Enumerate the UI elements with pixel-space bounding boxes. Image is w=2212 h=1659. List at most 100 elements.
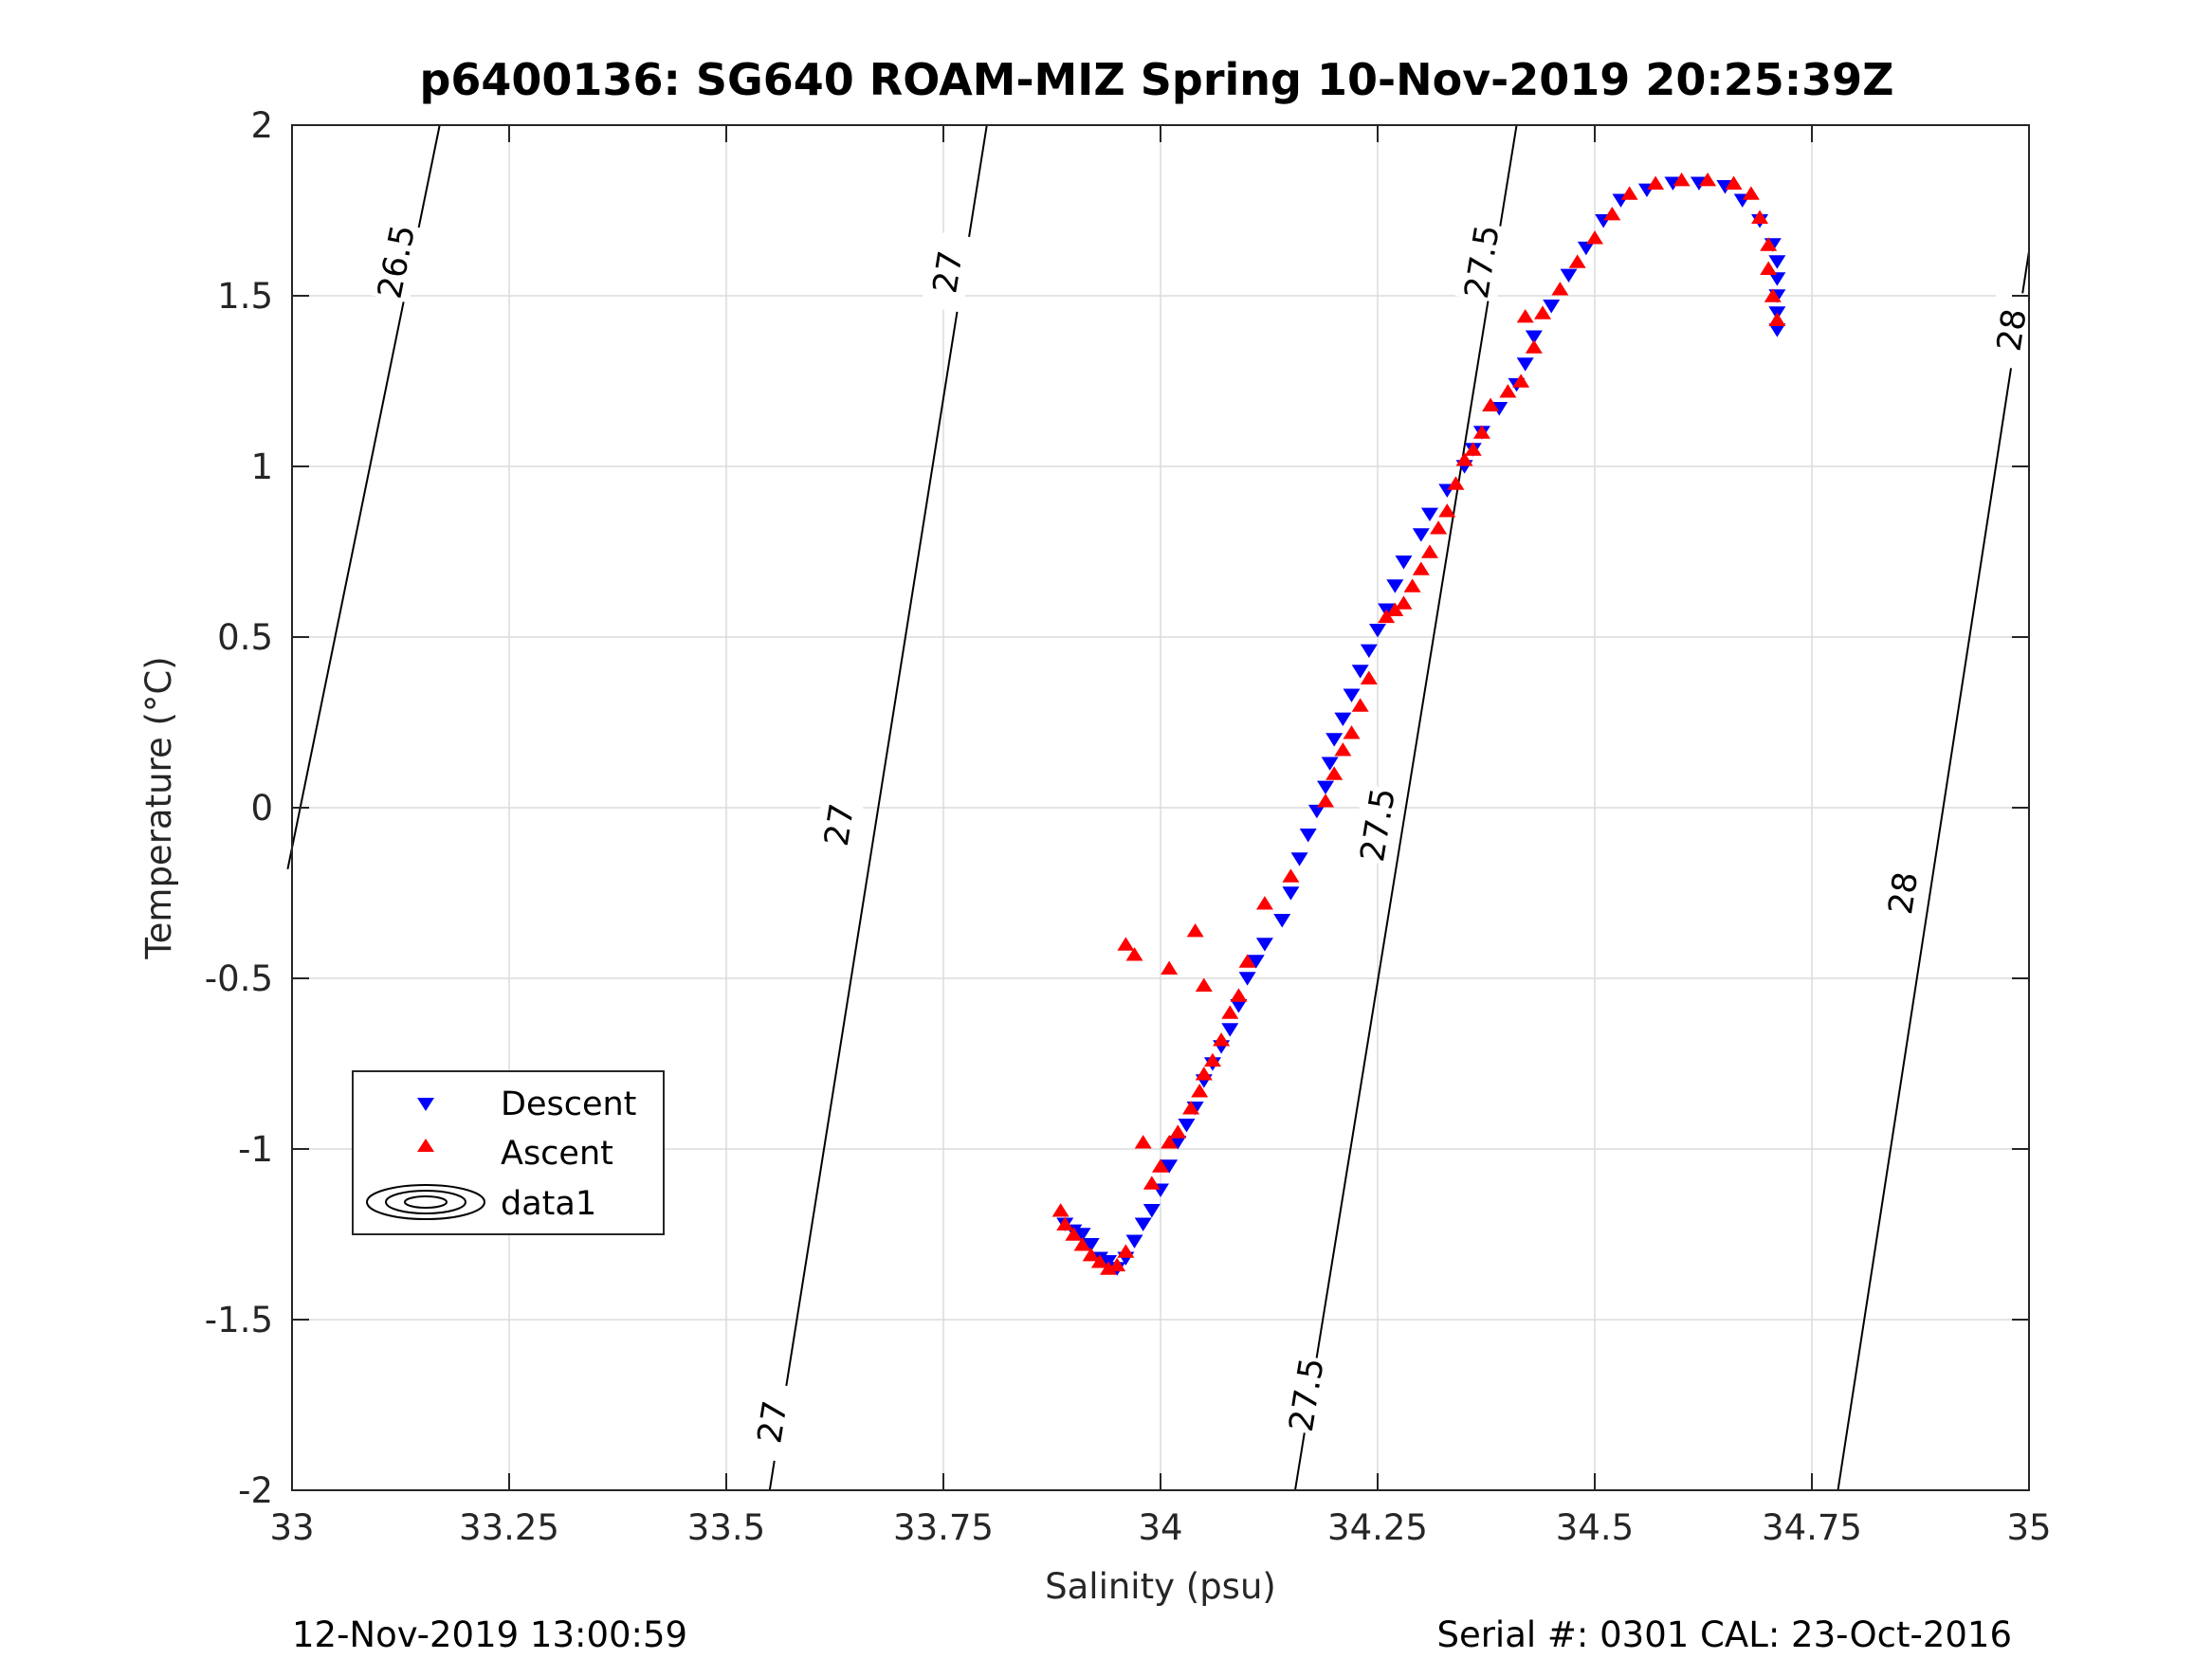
ascent-point (1195, 977, 1213, 992)
descent-point (1369, 624, 1386, 638)
descent-point (1560, 268, 1578, 283)
ascent-point (1673, 172, 1691, 187)
ascent-point (1255, 896, 1273, 910)
ascent-point (1516, 308, 1534, 323)
descent-point (1525, 330, 1543, 344)
legend: Descent Ascent data1 (352, 1070, 665, 1235)
ascent-point (1108, 1257, 1126, 1272)
descent-point (1247, 955, 1265, 969)
ascent-point (1403, 578, 1421, 592)
ascent-point (1090, 1254, 1108, 1268)
ascent-point (1760, 237, 1778, 251)
y-tick-label: -0.5 (205, 958, 273, 999)
chart-title: p6400136: SG640 ROAM-MIZ Spring 10-Nov-2… (419, 54, 1893, 105)
x-tick-label: 34.5 (1556, 1507, 1634, 1548)
descent-point (1543, 300, 1561, 314)
descent-point (1255, 938, 1273, 952)
ascent-point (1182, 1101, 1200, 1115)
ascent-point (1343, 725, 1361, 739)
x-tick-label: 33.75 (893, 1507, 994, 1548)
contour-label: 27 (818, 801, 862, 848)
ascent-point (1191, 1084, 1209, 1098)
contour-label-gap (745, 1381, 799, 1463)
descent-point (1343, 688, 1361, 702)
descent-point (1768, 323, 1786, 337)
y-tick-label: 1 (250, 447, 273, 487)
y-tick-label: 0.5 (217, 617, 273, 658)
ascent-series (1051, 172, 1786, 1275)
descent-point (1299, 829, 1317, 843)
ascent-point (1100, 1261, 1118, 1275)
descent-point (1161, 1159, 1179, 1174)
contour-label: 28 (1991, 306, 2035, 354)
ascent-point (1378, 609, 1396, 624)
x-tick-label: 33 (269, 1507, 314, 1548)
descent-point (1321, 757, 1339, 771)
descent-point (1334, 712, 1352, 727)
ascent-point (1525, 339, 1543, 354)
x-tick-label: 35 (2006, 1507, 2051, 1548)
ascent-point (1125, 947, 1143, 961)
descent-point (1282, 886, 1300, 901)
descent-point (1307, 804, 1325, 819)
ascent-point (1221, 1005, 1239, 1019)
descent-point (1073, 1228, 1091, 1242)
descent-point (1143, 1204, 1161, 1218)
legend-ascent-marker (417, 1139, 434, 1152)
ascent-point (1512, 374, 1530, 388)
grid (291, 124, 2030, 1491)
ascent-point (1143, 1176, 1161, 1190)
ascent-point (1430, 520, 1448, 535)
ascent-point (1386, 602, 1404, 616)
y-tick-label: -2 (238, 1470, 273, 1511)
ascent-point (1751, 210, 1769, 224)
ascent-point (1482, 397, 1500, 411)
legend-ascent-label: Ascent (501, 1135, 613, 1173)
descent-point (1230, 999, 1248, 1013)
y-tick-label: 2 (250, 105, 273, 146)
ascent-point (1603, 206, 1621, 221)
ascent-point (1412, 561, 1430, 575)
descent-point (1178, 1119, 1196, 1133)
x-tick-label: 34.25 (1327, 1507, 1428, 1548)
descent-point (1768, 255, 1786, 269)
descent-point (1360, 644, 1378, 659)
x-tick-label: 34.75 (1762, 1507, 1862, 1548)
ascent-point (1195, 1066, 1213, 1081)
ascent-point (1395, 595, 1413, 610)
contour-label-gap (921, 230, 975, 313)
legend-contour-icon (366, 1184, 485, 1220)
contour-label-gap (1984, 289, 2038, 371)
ascent-point (1203, 1052, 1221, 1067)
ascent-point (1117, 1244, 1135, 1258)
x-tick-label: 33.5 (687, 1507, 765, 1548)
descent-point (1351, 665, 1369, 679)
x-tick-label: 33.25 (459, 1507, 559, 1548)
ascent-point (1568, 254, 1586, 268)
ascent-point (1699, 172, 1717, 187)
legend-data1-label: data1 (501, 1185, 596, 1223)
y-tick-label: -1.5 (205, 1300, 273, 1340)
ascent-point (1186, 922, 1204, 938)
ascent-point (1051, 1203, 1069, 1217)
ascent-point (1161, 960, 1179, 975)
ascent-point (1117, 937, 1135, 951)
ascent-point (1230, 988, 1248, 1002)
ascent-point (1282, 868, 1300, 883)
x-tick-label: 34 (1138, 1507, 1182, 1548)
descent-point (1125, 1234, 1143, 1249)
ascent-point (1447, 476, 1465, 490)
descent-point (1420, 507, 1438, 522)
ascent-point (1169, 1124, 1187, 1139)
contour-line (1293, 124, 1518, 1491)
footer-timestamp: 12-Nov-2019 13:00:59 (292, 1614, 687, 1655)
contour-label-gap (1279, 1354, 1334, 1436)
ascent-point (1317, 793, 1335, 808)
ascent-point (1742, 186, 1760, 200)
ascent-point (1056, 1216, 1074, 1231)
contour-label-gap (368, 220, 425, 303)
contour-line (1837, 251, 2030, 1491)
descent-point (1386, 579, 1404, 593)
